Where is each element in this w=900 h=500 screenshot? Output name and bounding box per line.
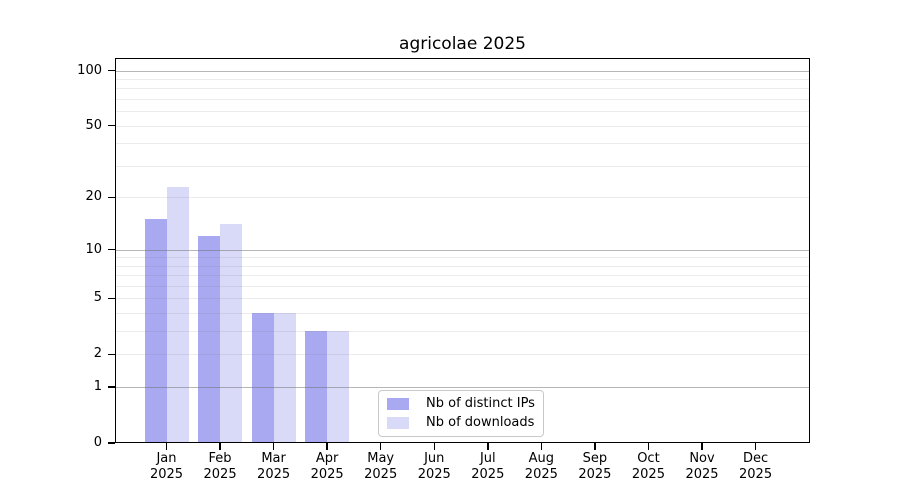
x-tick-label: Sep 2025: [578, 451, 612, 482]
gridline-minor: [115, 143, 810, 145]
legend-item-downloads: Nb of downloads: [387, 415, 535, 431]
gridline-minor: [115, 331, 810, 333]
legend-swatch-downloads: [387, 417, 409, 429]
gridline-minor: [115, 111, 810, 113]
y-tick: [108, 386, 115, 388]
gridline-major: [115, 249, 810, 251]
x-tick-label: Jun 2025: [417, 451, 451, 482]
legend-swatch-distinct-ips: [387, 398, 409, 410]
x-tick-label: Mar 2025: [257, 451, 291, 482]
x-tick: [165, 443, 168, 450]
y-tick: [108, 353, 115, 356]
x-tick: [326, 443, 328, 450]
legend-label-downloads: Nb of downloads: [426, 415, 535, 430]
legend: Nb of distinct IPs Nb of downloads: [378, 390, 544, 437]
legend-label-distinct-ips: Nb of distinct IPs: [426, 396, 535, 411]
bar-distinct-ips-mar: [251, 313, 274, 443]
legend-item-distinct-ips: Nb of distinct IPs: [387, 396, 535, 412]
gridline-major: [115, 70, 810, 72]
bar-distinct-ips-feb: [198, 236, 221, 443]
bar-distinct-ips-jan: [144, 219, 167, 443]
y-tick: [108, 442, 115, 444]
gridline-minor: [115, 275, 810, 277]
x-tick-label: Jul 2025: [471, 451, 505, 482]
bar-downloads-mar: [273, 313, 296, 443]
y-tick: [108, 196, 115, 199]
gridline-minor: [115, 197, 810, 199]
gridline-minor: [115, 265, 810, 267]
gridline-minor: [115, 285, 810, 287]
y-tick-label: 1: [93, 379, 102, 395]
y-tick-label: 100: [77, 62, 102, 78]
x-tick: [433, 443, 435, 450]
bar-downloads-feb: [220, 224, 243, 443]
x-tick: [701, 443, 703, 450]
x-tick: [647, 443, 650, 450]
x-tick: [594, 443, 596, 450]
x-tick-label: Oct 2025: [631, 451, 665, 482]
plot-area: [115, 58, 810, 443]
x-tick-label: May 2025: [364, 451, 398, 482]
gridline-minor: [115, 79, 810, 80]
gridline-major: [115, 387, 810, 389]
gridline-minor: [115, 88, 810, 90]
x-tick: [379, 443, 382, 450]
x-tick: [487, 443, 489, 450]
x-tick-label: Dec 2025: [739, 451, 773, 482]
y-tick-label: 2: [93, 346, 102, 362]
y-tick: [108, 297, 115, 300]
x-tick: [219, 443, 221, 450]
chart-title: agricolae 2025: [399, 34, 526, 54]
gridline-minor: [115, 165, 810, 167]
y-tick: [108, 124, 115, 127]
y-tick: [108, 69, 115, 72]
x-tick-label: Apr 2025: [310, 451, 344, 482]
bar-downloads-apr: [327, 331, 350, 443]
y-tick-label: 20: [85, 189, 102, 205]
bar-downloads-jan: [166, 186, 189, 443]
y-tick-label: 50: [85, 117, 102, 133]
gridline-minor: [115, 313, 810, 315]
y-tick-label: 0: [93, 435, 102, 450]
y-tick: [108, 248, 115, 251]
x-tick: [754, 443, 757, 450]
gridline-minor: [115, 125, 810, 127]
gridline-minor: [115, 99, 810, 101]
x-tick-label: Nov 2025: [685, 451, 719, 482]
x-tick: [540, 443, 543, 450]
x-tick: [272, 443, 275, 450]
x-tick-label: Aug 2025: [524, 451, 558, 482]
gridline-minor: [115, 298, 810, 300]
y-tick-label: 5: [93, 290, 102, 306]
gridline-minor: [115, 354, 810, 356]
bar-distinct-ips-apr: [305, 331, 328, 443]
x-tick-label: Jan 2025: [149, 451, 184, 482]
x-tick-label: Feb 2025: [203, 451, 237, 482]
y-tick-label: 10: [85, 241, 102, 257]
gridline-minor: [115, 257, 810, 259]
